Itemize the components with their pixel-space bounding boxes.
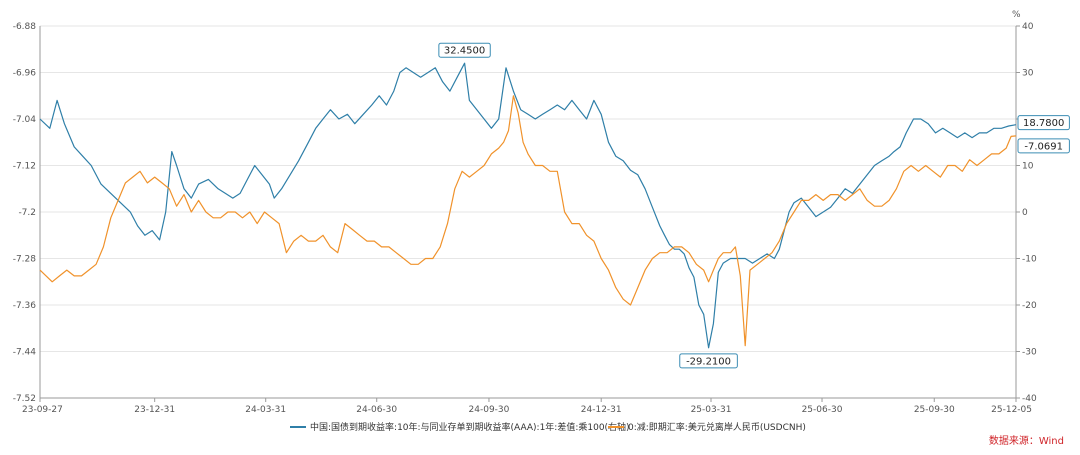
legend: 中国:国债到期收益率:10年:与同业存单到期收益率(AAA):1年:差值:乘10… (290, 421, 806, 433)
y-right-tick-label: 40 (1022, 22, 1034, 32)
x-tick-label: 25-06-30 (802, 405, 843, 415)
callout-label: 18.7800 (1023, 118, 1064, 129)
y-left-tick-label: -7.52 (13, 394, 36, 404)
x-tick-label: 25-12-05 (991, 405, 1032, 415)
x-tick-label: 25-03-31 (691, 405, 732, 415)
callout-label: 32.4500 (444, 46, 485, 57)
callout-label: -29.2100 (686, 356, 731, 367)
callout-3: 18.7800 (1017, 115, 1070, 131)
series-line-2 (39, 95, 1017, 347)
y-left-tick-label: -7.44 (13, 348, 37, 358)
y-left-tick-label: -7.04 (13, 115, 37, 125)
y-right-tick-label: 10 (1022, 162, 1034, 172)
callout-layer: 32.4500 -29.2100 18.7800 -7.0691 (438, 42, 1070, 369)
callout-2: -29.2100 (679, 353, 738, 369)
callout-box (1017, 115, 1070, 131)
grid-layer (40, 25, 1016, 399)
series-line-1 (39, 62, 1017, 349)
x-tick-label: 25-09-30 (914, 405, 955, 415)
y-right-tick-label: -40 (1022, 394, 1037, 404)
y-left-tick-label: -7.2 (18, 208, 36, 218)
callout-box (438, 42, 491, 58)
series-layer (39, 62, 1017, 349)
x-tick-label: 24-06-30 (356, 405, 397, 415)
x-tick-label: 24-12-31 (581, 405, 622, 415)
legend-label-series-1: 中国:国债到期收益率:10年:与同业存单到期收益率(AAA):1年:差值:乘10… (310, 421, 630, 433)
callout-1: 32.4500 (438, 42, 491, 58)
callout-box (1017, 138, 1070, 154)
y-left-tick-label: -6.96 (13, 69, 37, 79)
x-tick-label: 24-09-30 (469, 405, 510, 415)
data-source: 数据来源：Wind (989, 434, 1064, 447)
y-left-tick-label: -6.88 (13, 22, 37, 32)
y-left-tick-label: -7.28 (13, 255, 37, 265)
callout-4: -7.0691 (1017, 138, 1070, 154)
y-right-tick-label: -10 (1022, 255, 1037, 265)
callout-label: -7.0691 (1024, 141, 1063, 152)
x-tick-label: 23-12-31 (134, 405, 175, 415)
x-tick-label: 24-03-31 (245, 405, 286, 415)
y-right-tick-label: -20 (1022, 301, 1037, 311)
legend-label-series-2: 0:减:即期汇率:美元兑离岸人民币(USDCNH) (628, 421, 806, 433)
y-right-tick-label: -30 (1022, 348, 1037, 358)
x-tick-label: 23-09-27 (22, 405, 63, 415)
y-right-tick-label: 30 (1022, 69, 1034, 79)
callout-box (679, 353, 738, 369)
y-left-tick-label: -7.36 (13, 301, 37, 311)
axis-layer: -6.88 -6.96 -7.04 -7.12 -7.2 -7.28 -7.36 -7.44 -… (13, 22, 1037, 415)
y-right-tick-label: 0 (1022, 208, 1028, 218)
y-left-tick-label: -7.12 (13, 162, 36, 172)
right-axis-unit: % (1012, 10, 1021, 20)
